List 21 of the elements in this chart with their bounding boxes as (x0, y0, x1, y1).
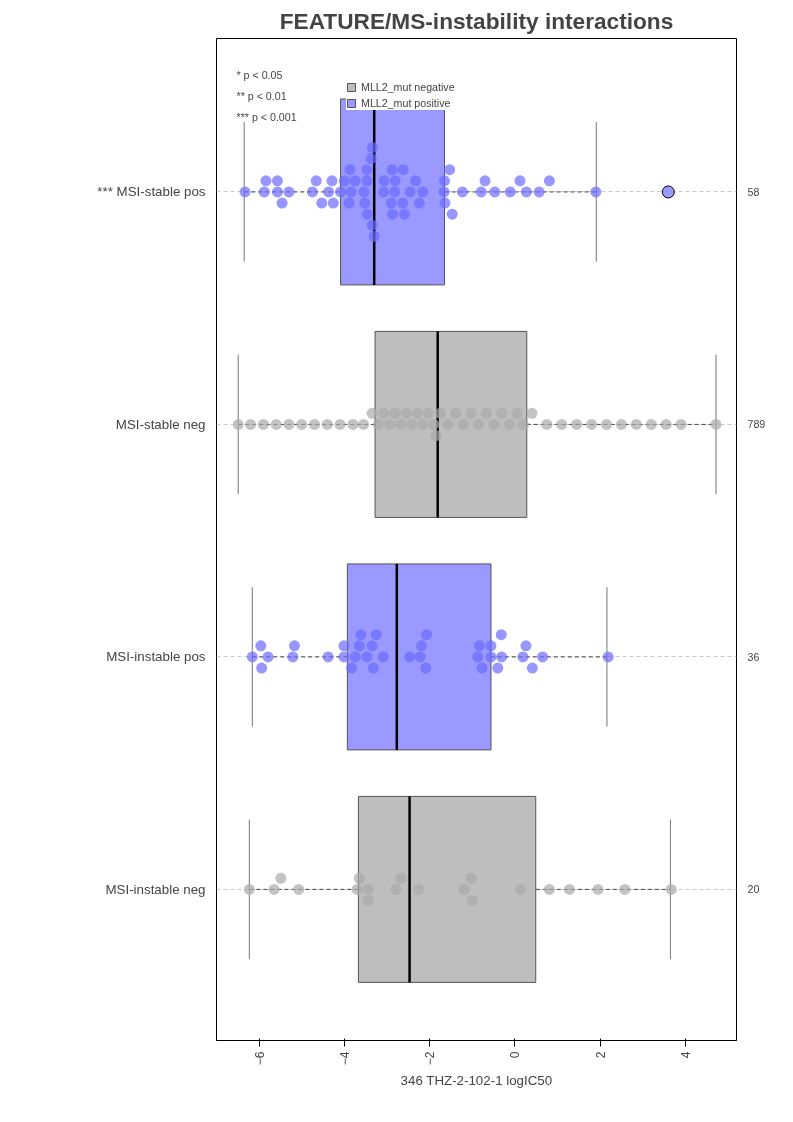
x-tick-label: 0 (508, 1051, 523, 1059)
y2-tick-label: 789 (747, 418, 766, 431)
y2-tick-label: 36 (747, 650, 760, 663)
x-tick-label: 2 (593, 1051, 608, 1059)
y-tick-label: MSI-stable neg (115, 416, 206, 432)
x-axis-title: 346 THZ-2-102-1 logIC50 (400, 1073, 553, 1089)
annotation: *** p < 0.001 (236, 110, 297, 123)
chart-title: FEATURE/MS-instability interactions (279, 7, 674, 34)
y2-tick-label: 58 (747, 185, 760, 198)
x-tick-label: −2 (423, 1051, 438, 1066)
y-tick-label: *** MSI-stable pos (97, 184, 206, 200)
y-tick-label: MSI-instable neg (105, 881, 206, 897)
y-tick-label: MSI-instable pos (106, 649, 206, 665)
x-tick-label: 4 (678, 1051, 693, 1059)
x-tick-label: −6 (252, 1051, 267, 1066)
annotation: * p < 0.05 (236, 68, 283, 81)
y2-tick-label: 20 (747, 883, 760, 896)
legend-label: MLL2_mut negative (361, 80, 455, 94)
annotation: ** p < 0.01 (236, 89, 287, 102)
x-tick-label: −4 (337, 1051, 352, 1066)
series-label: MLL2_mut positive (361, 96, 451, 110)
